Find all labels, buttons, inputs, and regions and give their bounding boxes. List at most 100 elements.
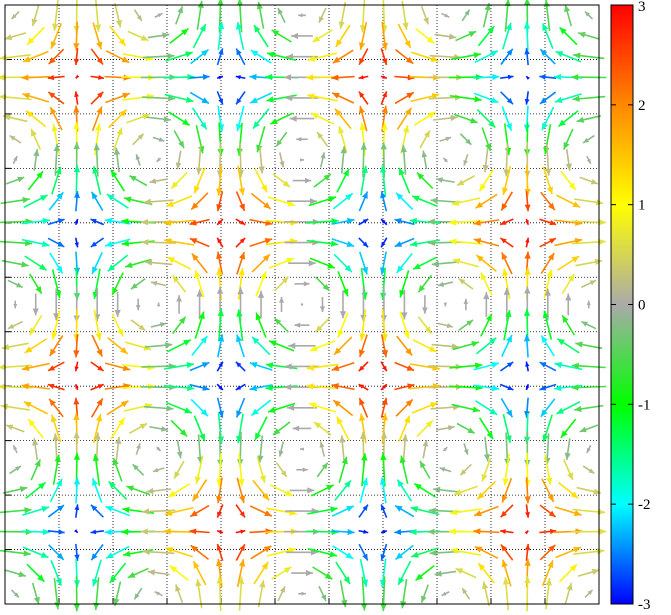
vector-arrow [47,218,65,226]
vector-arrow [191,335,208,356]
vector-arrow [291,32,313,40]
vector-arrow [175,5,184,25]
vector-arrow [540,252,555,274]
vector-arrow [10,10,20,20]
vector-arrow [499,218,514,226]
vector-arrow [189,74,210,80]
vector-arrow [25,110,47,128]
vector-arrow [431,343,460,350]
vector-arrow [142,52,175,60]
vector-arrow [334,479,352,501]
vector-arrow [251,336,271,356]
vector-arrow [274,317,289,333]
vector-arrow [50,560,63,586]
vector-arrow [21,217,50,225]
vector-arrow [437,281,454,287]
vector-arrow [575,258,603,267]
vector-arrow [380,218,388,226]
vector-arrow [249,361,273,371]
vector-arrow [564,4,573,27]
vector-arrow [340,146,347,174]
vector-arrow [5,176,25,185]
vector-arrow [455,567,477,579]
vector-arrow [554,93,582,103]
vector-arrow [401,289,408,320]
vector-arrow [73,191,80,212]
vector-arrow [7,320,23,330]
vector-arrow [152,136,165,142]
vector-arrow [130,277,146,290]
vector-arrow [524,48,530,66]
vector-arrow [463,153,469,166]
vector-arrow [499,383,514,391]
vector-arrow [169,27,189,44]
vector-arrow [75,74,80,79]
vector-arrow [572,95,606,102]
vector-arrow [396,107,413,130]
vector-arrow [459,133,472,146]
vector-arrow [257,435,264,463]
vector-arrow [175,584,184,604]
vector-arrow [458,277,474,290]
vector-arrow [579,424,599,433]
vector-arrow [581,279,597,289]
vector-arrow [396,253,413,274]
vector-arrow [334,108,352,130]
vector-arrow [24,338,48,354]
vector-arrow [413,111,436,127]
vector-arrow [156,157,162,163]
vector-arrow [453,485,478,496]
vector-arrow [235,75,246,80]
vector-arrow [539,383,557,391]
vector-arrow [523,21,531,51]
vector-arrow [196,0,204,30]
vector-arrow [130,319,146,332]
vector-arrow [235,218,246,226]
vector-arrow [74,529,79,534]
vector-arrow [193,167,206,194]
vector-arrow [579,176,599,185]
vector-arrow [271,29,292,43]
vector-arrow [292,177,312,184]
vector-arrow [449,238,483,245]
vector-arrow [360,576,368,611]
vector-arrow [90,75,104,80]
vector-arrow [456,174,476,187]
vector-arrow [525,504,530,518]
vector-arrow [501,477,513,503]
vector-arrow [269,484,294,497]
vector-arrow [309,257,336,269]
vector-arrow [104,362,131,372]
vector-arrow [306,363,339,371]
vector-arrow [556,400,581,415]
vector-arrow [110,169,126,192]
vector-arrow [541,106,555,131]
vector-arrow [190,398,209,417]
vector-arrow [449,508,482,516]
vector-arrow [169,565,189,582]
colorbar-tick-label: 1 [638,198,646,214]
vector-arrow [216,504,224,518]
vector-arrow [525,383,530,391]
vector-arrow [565,148,572,171]
vector-arrow [289,115,315,122]
vector-arrow [216,218,224,226]
vector-arrow [216,267,223,301]
vector-arrow [331,238,355,248]
vector-arrow [255,271,267,297]
vector-arrow [149,178,168,184]
vector-arrow [296,136,308,142]
vector-arrow [275,131,288,147]
vector-arrow [432,114,458,122]
vector-arrow [439,467,452,473]
vector-arrow [480,272,493,296]
vector-arrow [235,48,246,66]
vector-arrow [127,30,149,42]
vector-arrow [336,168,350,193]
vector-arrow [189,504,210,518]
vector-arrow [481,457,492,482]
vector-arrow [316,462,329,478]
vector-arrow [216,543,224,561]
vector-arrow [52,454,61,485]
vector-arrow [51,310,61,340]
